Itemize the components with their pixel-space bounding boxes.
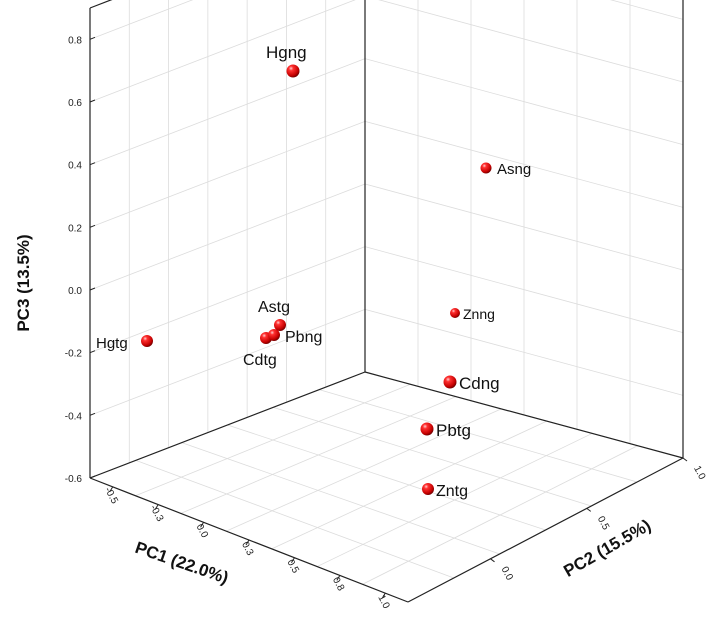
y-tick-label: 0.5: [595, 515, 611, 533]
y-tick-mark-2: [682, 457, 688, 462]
point-label-astg: Astg: [258, 299, 290, 316]
point-label-asng: Asng: [497, 161, 531, 178]
grid-line-z-left-6: [89, 0, 356, 103]
x-tick-label: 0.5: [285, 558, 301, 576]
data-point-cdng: [443, 375, 457, 389]
z-tick-mark-0: [89, 475, 96, 479]
y-tick-label: 1.0: [691, 464, 707, 482]
x-tick-mark-4: [290, 557, 295, 563]
y-tick-label: 0.0: [499, 565, 515, 583]
grid-line-floor-y-4: [273, 406, 592, 507]
z-tick-label: 0.8: [68, 35, 82, 46]
point-label-cdng: Cdng: [459, 374, 500, 393]
frame-edge-5: [89, 371, 366, 479]
point-label-pbng: Pbng: [285, 329, 322, 346]
z-tick-mark-2: [89, 350, 96, 354]
y-tick-mark-0: [490, 558, 495, 563]
x-tick-mark-3: [245, 539, 250, 546]
x-tick-mark-6: [381, 592, 386, 599]
z-tick-label: -0.6: [65, 474, 83, 485]
axis-frame: [89, 0, 684, 603]
x-tick-mark-0: [109, 486, 114, 493]
point-label-hgtg: Hgtg: [96, 335, 128, 352]
z-tick-mark-4: [89, 224, 96, 228]
x-axis-title: PC1 (22.0%): [133, 538, 231, 588]
y-axis-ticks: 0.0 0.5 1.0: [490, 457, 708, 583]
grid-line-z-left-7: [89, 0, 194, 40]
z-tick-label: 0.2: [68, 223, 82, 234]
x-tick-mark-1: [154, 504, 159, 510]
point-label-pbtg: Pbtg: [436, 421, 471, 440]
z-tick-label: 0.6: [68, 98, 82, 109]
data-point-zntg: [422, 483, 434, 495]
z-tick-label: -0.4: [65, 411, 83, 422]
z-axis-title: PC3 (13.5%): [14, 234, 33, 331]
z-axis-ticks: -0.6 -0.4 -0.2 0.0 0.2 0.4 0.6 0.8: [65, 35, 96, 485]
data-point-pbtg: [420, 422, 434, 436]
z-tick-label: -0.2: [65, 349, 83, 360]
grid-line-z-left-1: [89, 308, 366, 416]
point-label-znng: Znng: [463, 306, 495, 322]
data-point-asng: [480, 162, 492, 174]
grid-lines: [89, 0, 684, 585]
grid-line-floor-y-5: [319, 389, 638, 483]
point-label-hgng: Hgng: [266, 43, 307, 62]
x-tick-mark-5: [336, 575, 341, 581]
grid-line-z-left-5: [89, 58, 366, 166]
frame-edge-3: [89, 0, 113, 9]
grid-line-z-left-2: [89, 246, 366, 354]
grid-line-z-left-3: [89, 183, 366, 291]
grid-line-floor-y-2: [181, 442, 500, 555]
x-tick-label: 0.8: [330, 576, 346, 594]
x-tick-label: 1.0: [375, 593, 391, 611]
data-point-hgng: [286, 64, 300, 78]
z-tick-mark-5: [89, 162, 96, 166]
z-tick-mark-6: [89, 99, 96, 103]
data-point-hgtg: [141, 335, 153, 347]
grid-line-floor-y-1: [135, 459, 454, 579]
point-label-zntg: Zntg: [436, 483, 468, 500]
data-point-astg: [274, 319, 286, 331]
z-tick-label: 0.0: [68, 286, 82, 297]
data-points: Hgng Asng Hgtg Astg Pbng Cdtg Znng Cdng Pbtg Zntg: [96, 43, 531, 500]
frame-edge-8: [407, 457, 684, 603]
y-tick-mark-1: [586, 507, 592, 512]
z-tick-mark-1: [89, 412, 96, 416]
x-tick-label: 0.0: [194, 522, 210, 540]
point-label-cdtg: Cdtg: [243, 352, 277, 369]
x-tick-mark-2: [200, 522, 205, 528]
frame-edge-6: [364, 371, 684, 459]
x-tick-label: 0.3: [239, 540, 255, 558]
data-point-pbng: [268, 329, 280, 341]
z-tick-mark-3: [89, 287, 96, 291]
z-tick-label: 0.4: [68, 161, 82, 172]
z-tick-mark-7: [89, 36, 96, 40]
grid-line-z-left-4: [89, 120, 366, 228]
data-point-znng: [450, 308, 460, 318]
grid-line-floor-y-3: [227, 424, 546, 531]
